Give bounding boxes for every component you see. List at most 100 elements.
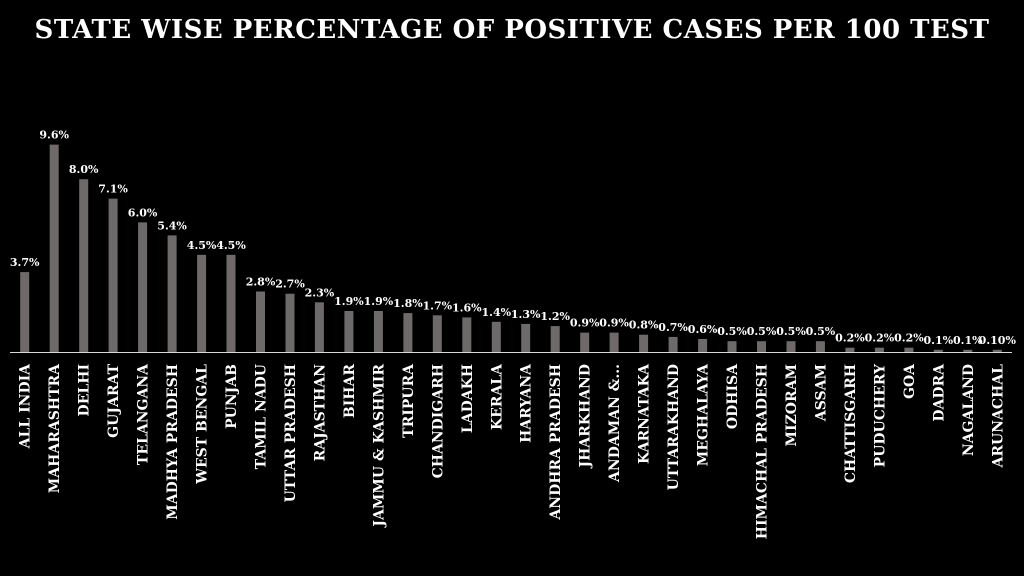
category-label: RAJASTHAN (312, 364, 328, 462)
category-label: BIHAR (342, 364, 358, 418)
category-label: HIMACHAL PRADESH (755, 364, 771, 539)
data-label: 7.1% (98, 183, 128, 196)
category-label: MADHYA PRADESH (165, 364, 181, 520)
data-label: 6.0% (128, 206, 158, 219)
data-label: 0.1% (924, 334, 954, 347)
category-label: TELANGANA (136, 363, 152, 465)
category-label: DADRA (931, 363, 947, 422)
category-label: UTTARAKHAND (666, 364, 682, 490)
category-label: PUDUCHERY (872, 363, 888, 467)
data-label: 8.0% (69, 163, 99, 176)
category-label: MEGHALAYA (696, 363, 712, 466)
data-label: 0.6% (688, 323, 718, 336)
value-labels-layer: 3.7%9.6%8.0%7.1%6.0%5.4%4.5% 4.5%2.8% 2.7%… (10, 129, 1017, 347)
bar (815, 341, 825, 352)
category-label: MAHARASHTRA (47, 363, 63, 493)
data-label: 1.9% (364, 295, 394, 308)
chart-title: STATE WISE PERCENTAGE OF POSITIVE CASES … (34, 15, 990, 45)
bar (963, 349, 973, 352)
bar (904, 347, 914, 352)
category-label: JAMMU & KASHMIR (371, 364, 387, 529)
data-label: 0.10% (979, 334, 1017, 347)
data-label: 1.3% (511, 308, 541, 321)
bar (108, 198, 118, 352)
data-label: 3.7% (10, 256, 40, 269)
data-label: 4.5% (187, 239, 217, 252)
category-label: GUJARAT (106, 363, 122, 437)
category-label: MIZORAM (784, 364, 800, 446)
data-label: 0.1% (953, 334, 983, 347)
bar (933, 349, 943, 352)
bar (757, 341, 766, 352)
bar (197, 254, 207, 352)
bar (521, 323, 531, 352)
bar (285, 293, 295, 352)
bar (49, 144, 59, 352)
data-label: 0.2% (865, 332, 895, 345)
bar (373, 311, 383, 352)
data-label: 0.5% (747, 325, 777, 338)
category-label: WEST BENGAL (195, 364, 211, 485)
data-label: 0.2% (894, 332, 924, 345)
data-label: 1.4% (482, 306, 512, 319)
category-label: KERALA (489, 363, 505, 430)
category-label: JHARKHAND (578, 364, 594, 470)
bar (580, 332, 590, 352)
bar (727, 341, 737, 352)
data-label: 0.5% (806, 325, 836, 338)
bar (639, 334, 649, 352)
bar (786, 341, 796, 352)
data-label: 0.9% (570, 317, 600, 330)
bar (403, 313, 413, 352)
category-label: TAMIL NADU (254, 364, 270, 469)
category-label: HARYANA (519, 363, 535, 443)
category-label: CHANDIGARH (430, 364, 446, 478)
bar (550, 326, 560, 352)
category-label: NAGALAND (961, 364, 977, 456)
bar (845, 347, 855, 352)
bar (698, 339, 708, 352)
bar (138, 222, 148, 352)
data-label: 1.6% (452, 301, 482, 314)
bar (226, 254, 236, 352)
category-label: GOA (902, 363, 918, 399)
data-label: 2.7% (275, 278, 305, 291)
bar (167, 235, 177, 352)
category-label: ASSAM (813, 364, 829, 422)
data-label: 0.7% (658, 321, 688, 334)
bar (992, 349, 1002, 352)
data-label: 1.2% (540, 310, 570, 323)
bar (432, 315, 442, 352)
bar (256, 291, 265, 352)
category-label: PUNJAB (224, 364, 240, 429)
data-label: 1.9% (334, 295, 364, 308)
bar (462, 317, 472, 352)
data-label: 0.9% (599, 317, 629, 330)
data-label: 2.8% (246, 276, 276, 289)
bar (314, 302, 324, 352)
category-label: CHATTISGARH (843, 364, 859, 483)
data-label: 0.5% (717, 325, 747, 338)
bar (79, 179, 89, 352)
data-label: 0.8% (629, 319, 659, 332)
category-label: TRIPURA (401, 363, 417, 438)
data-label: 4.5% (216, 239, 246, 252)
category-label: KARNATAKA (637, 363, 653, 464)
category-label: ALL INDIA (18, 363, 34, 449)
category-label: ANDHRA PRADESH (548, 364, 564, 521)
data-label: 1.8% (393, 297, 423, 310)
category-label: DELHI (77, 364, 93, 416)
category-label: UTTAR PRADESH (283, 364, 299, 502)
bar (609, 332, 619, 352)
bar (668, 336, 678, 352)
data-label: 1.7% (423, 299, 453, 312)
data-label: 0.5% (776, 325, 806, 338)
bars-layer (20, 144, 1002, 352)
category-label: ANDAMAN &... (607, 364, 623, 483)
data-label: 0.2% (835, 332, 865, 345)
category-label: ODHISA (725, 363, 741, 429)
category-label: LADAKH (460, 364, 476, 433)
data-label: 5.4% (157, 219, 187, 232)
bar (344, 311, 354, 352)
